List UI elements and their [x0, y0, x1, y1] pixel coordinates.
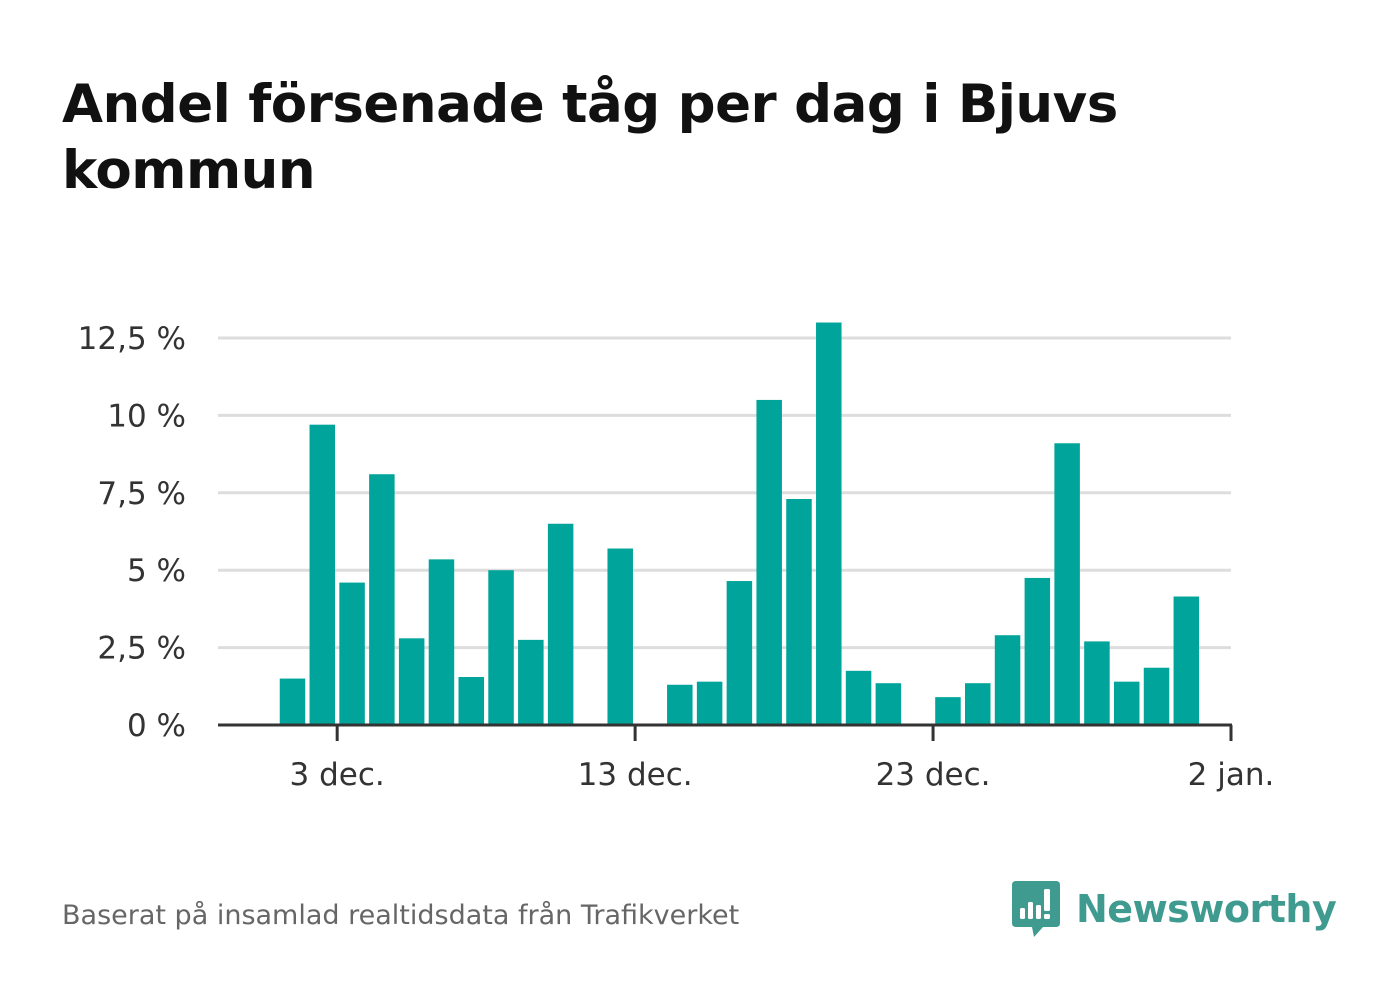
bar-chart-speech-bubble-icon: [1012, 881, 1060, 937]
bar: [756, 399, 782, 725]
bar: [1084, 641, 1110, 725]
bar: [994, 635, 1021, 725]
bar: [518, 639, 544, 725]
bar: [279, 678, 306, 725]
bar: [875, 683, 902, 725]
y-tick-label: 2,5 %: [97, 631, 186, 667]
bar: [547, 523, 574, 725]
x-tick-label: 23 dec.: [876, 757, 991, 793]
bar: [696, 681, 723, 725]
x-tick-label: 2 jan.: [1188, 757, 1275, 793]
bar: [488, 570, 514, 725]
bar: [398, 638, 425, 725]
y-tick-label: 0 %: [127, 708, 186, 744]
y-tick-label: 7,5 %: [97, 476, 186, 512]
x-tick-label: 13 dec.: [578, 757, 693, 793]
bar: [1143, 667, 1170, 725]
bar: [1054, 443, 1080, 725]
bar: [816, 322, 842, 725]
y-tick-label: 5 %: [127, 553, 186, 589]
bar: [369, 474, 395, 725]
bar: [458, 677, 484, 725]
chart-title: Andel försenade tåg per dag i Bjuvs komm…: [62, 74, 1118, 201]
bar: [726, 581, 753, 725]
bar: [1113, 681, 1140, 725]
bar: [935, 697, 961, 725]
y-tick-label: 10 %: [107, 398, 186, 434]
newsworthy-logo: Newsworthy: [1010, 878, 1337, 940]
tick-labels: 0 % 2,5 % 5 % 7,5 % 10 % 12,5 % 3 dec. 13 dec. 2…: [78, 321, 1275, 793]
bars: [279, 322, 1200, 725]
bar: [786, 498, 812, 725]
bar: [309, 424, 336, 725]
y-tick-label: 12,5 %: [78, 321, 186, 357]
axes: [218, 723, 1233, 741]
bar: [845, 670, 872, 725]
bar: [667, 684, 693, 725]
bar: [1024, 577, 1051, 725]
x-tick-label: 3 dec.: [290, 757, 385, 793]
bar: [607, 548, 633, 725]
bar: [965, 683, 991, 725]
bar: [339, 582, 365, 725]
logo-text: Newsworthy: [1076, 887, 1337, 931]
bar: [1173, 596, 1200, 725]
bar: [428, 559, 455, 725]
source-note: Baserat på insamlad realtidsdata från Tr…: [62, 900, 740, 931]
